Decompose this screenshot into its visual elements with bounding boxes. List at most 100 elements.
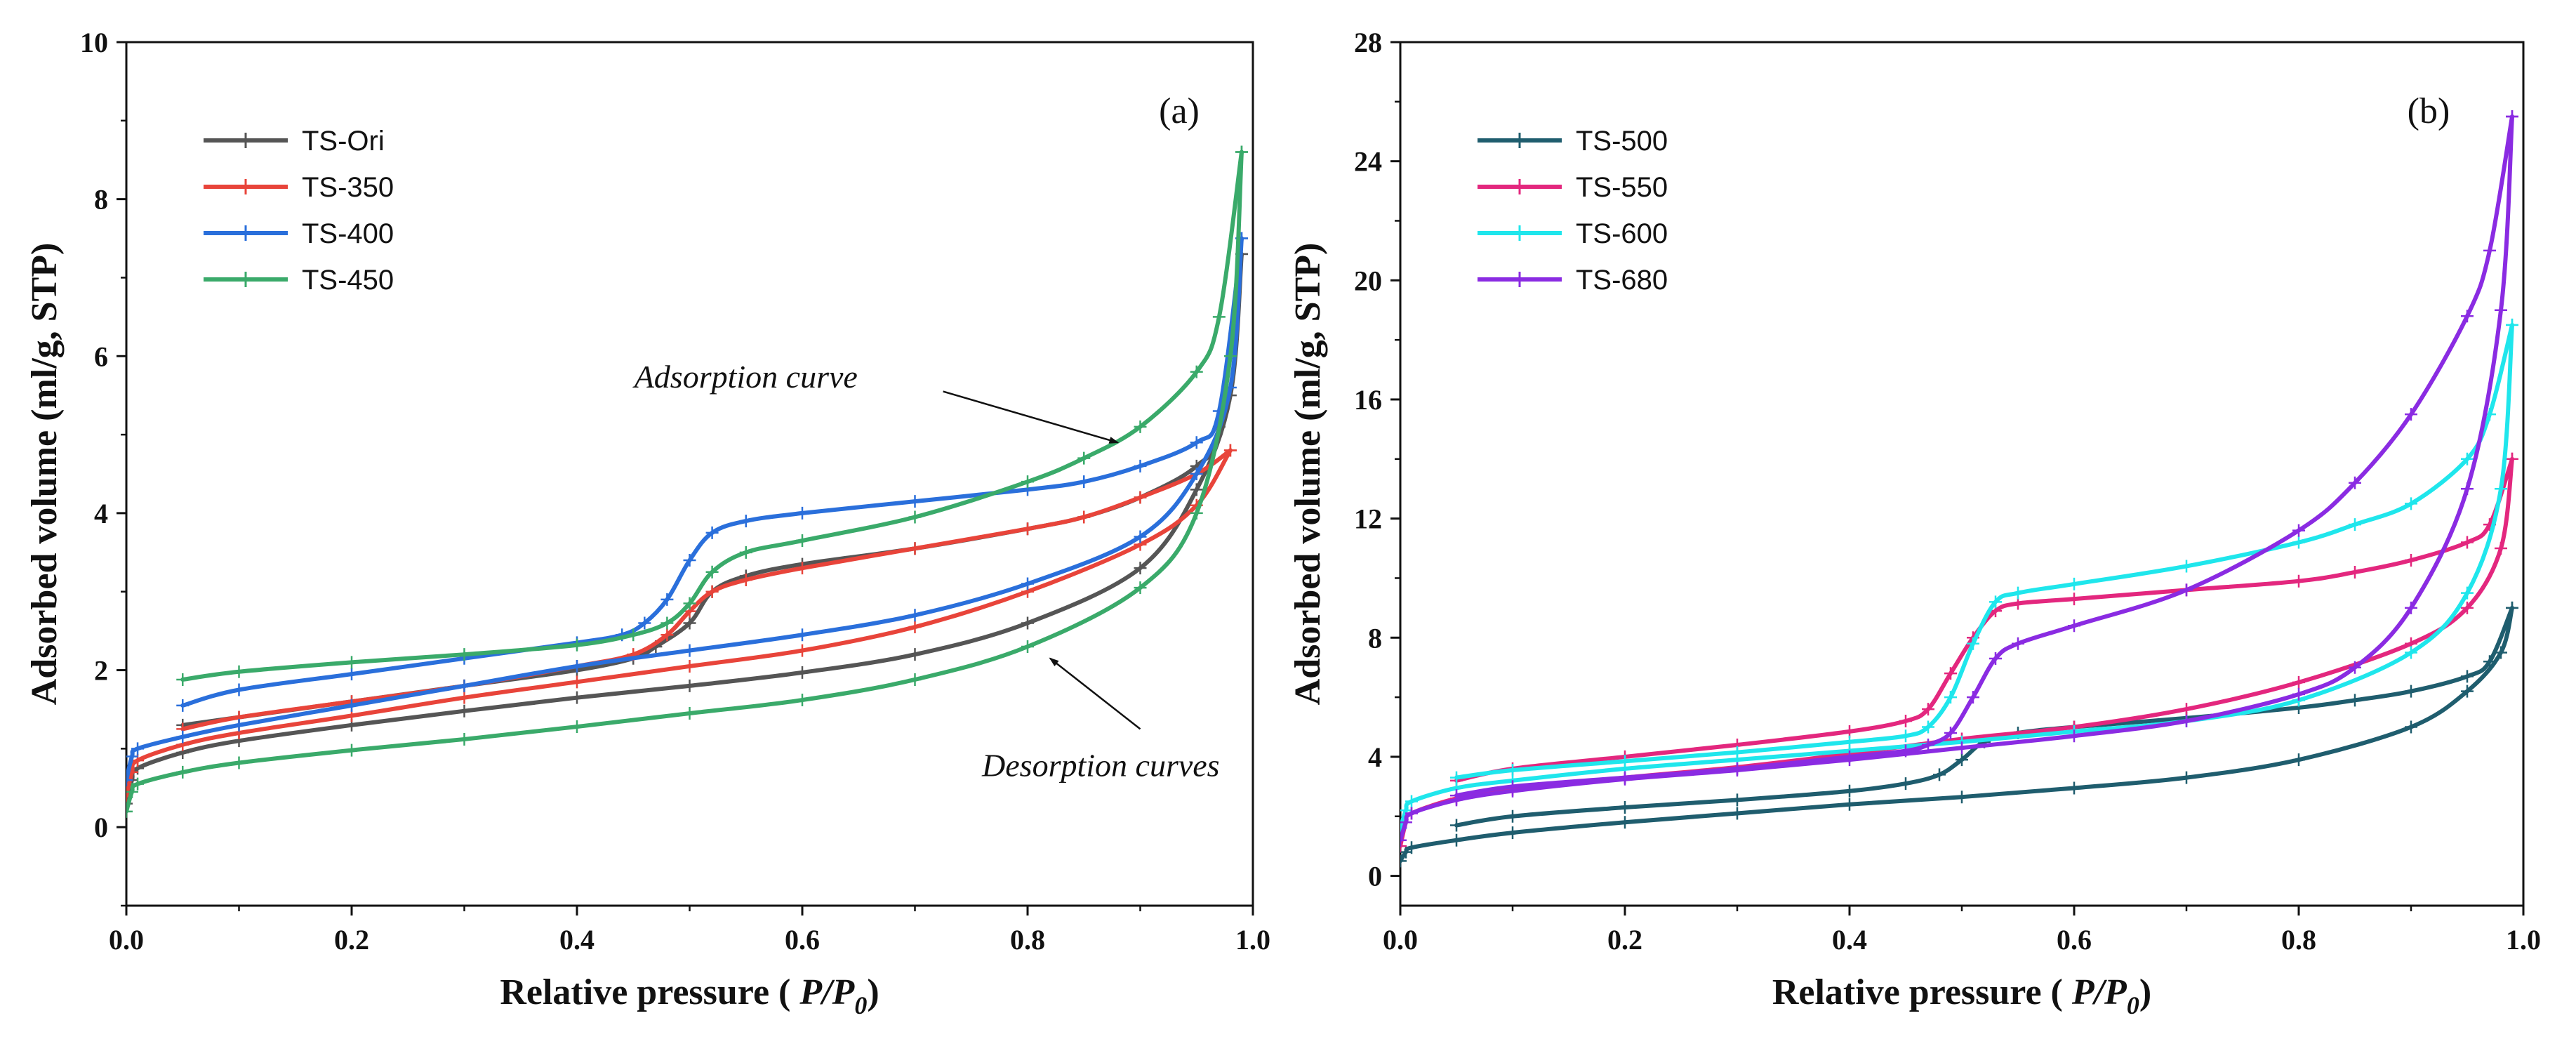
data-point-ts-500 [1843,798,1856,811]
x-tick-label: 0.8 [1010,924,1045,956]
data-point-ts-550 [2506,452,2518,465]
data-point-ts-600 [1967,637,1979,650]
data-point-ts-350 [796,644,809,657]
data-point-ts-500 [2292,753,2305,767]
y-tick-label: 16 [1354,384,1382,416]
data-point-ts-350 [908,621,922,634]
data-point-ts-680 [1989,652,2002,665]
data-point-ts-600 [1899,729,1912,743]
data-point-ts-350 [796,562,809,575]
data-point-ts-ori [908,648,922,661]
x-tick-label: 0.6 [2057,924,2092,956]
y-axis-title: Adsorbed volume (ml/g, STP) [25,243,65,706]
x-tick-label: 0.0 [109,924,144,956]
legend-marker-ts-400 [238,225,253,241]
data-point-ts-450 [232,665,246,678]
data-point-ts-ori [796,666,809,679]
data-point-ts-550 [2461,601,2474,614]
data-point-ts-450 [1212,310,1226,324]
data-point-ts-ori [571,691,583,704]
legend-label-ts-400: TS-400 [302,218,394,249]
data-point-ts-400 [345,668,358,681]
data-point-ts-550 [1899,715,1912,728]
data-point-ts-680 [2506,110,2518,124]
data-point-ts-600 [1843,735,1856,748]
data-point-ts-450 [908,510,922,524]
data-point-ts-680 [2349,661,2361,674]
data-point-ts-680 [1450,789,1463,802]
data-point-ts-450 [1235,145,1248,159]
data-point-ts-680 [1400,816,1412,829]
x-tick-label: 0.4 [559,924,595,956]
data-point-ts-400 [660,593,674,606]
data-point-ts-500 [2461,670,2474,683]
legend: TS-500 TS-550 TS-600 TS-680 [1478,126,1668,296]
data-point-ts-450 [176,673,190,686]
annotations: Adsorption curve Desorption curves [632,359,1220,784]
data-point-ts-450 [1223,350,1237,363]
y-tick-label: 8 [94,184,108,216]
series-line-ts-ori-adsorption [126,251,1244,806]
data-point-ts-450 [1134,581,1147,595]
data-point-ts-450 [683,707,696,720]
data-point-ts-600 [2405,646,2417,659]
data-point-ts-550 [2495,542,2507,555]
data-point-ts-680 [1506,780,1519,793]
y-tick-label: 0 [94,812,108,843]
data-point-ts-550 [2292,574,2305,588]
data-point-ts-600 [2461,586,2474,600]
data-point-ts-500 [1731,793,1744,807]
data-point-ts-680 [2292,687,2305,701]
data-point-ts-400 [796,628,809,642]
data-point-ts-450 [458,648,471,661]
data-point-ts-450 [1021,640,1034,653]
legend-marker-ts-450 [238,272,253,287]
data-point-ts-450 [627,628,640,642]
data-point-ts-400 [458,679,471,692]
data-point-ts-450 [683,597,696,610]
chart-panel-a: 0.0 0.2 0.4 0.6 0.8 1.0 0 2 4 6 8 10 Relative pressu… [25,27,1270,1019]
data-point-ts-680 [2405,601,2417,614]
legend-marker-ts-550 [1512,179,1527,194]
data-point-ts-350 [458,691,471,704]
x-tick-label: 0.2 [1607,924,1642,956]
data-point-ts-350 [683,659,696,673]
data-point-ts-680 [2012,637,2024,650]
data-point-ts-500 [1450,833,1463,847]
data-point-ts-500 [2483,655,2496,668]
data-point-ts-450 [571,720,583,734]
data-point-ts-450 [126,805,133,818]
x-tick-label: 1.0 [2506,924,2541,956]
data-point-ts-450 [1021,475,1034,489]
data-point-ts-680 [1843,750,1856,763]
legend-label-ts-680: TS-680 [1576,265,1668,296]
y-tick-label: 2 [94,655,108,687]
data-point-ts-680 [1619,771,1631,784]
data-point-ts-600 [2495,482,2507,496]
legend-marker-ts-680 [1512,272,1527,287]
data-point-ts-400 [131,742,145,755]
data-point-ts-680 [1400,833,1407,847]
data-point-ts-ori [1021,616,1034,630]
data-point-ts-680 [1731,762,1744,775]
data-point-ts-500 [2180,771,2193,784]
x-tick-label: 0.8 [2281,924,2316,956]
data-point-ts-400 [739,515,752,528]
legend-label-ts-350: TS-350 [302,172,394,203]
data-point-ts-500 [2461,685,2474,698]
series-line-ts-680-desorption [1454,114,2514,798]
data-point-ts-350 [1134,491,1147,504]
y-tick-label: 8 [1368,622,1382,654]
series-line-ts-680-adsorption [1400,114,2514,842]
data-point-ts-400 [683,554,696,567]
data-point-ts-450 [232,756,246,769]
annotation-arrow-desorption [1049,657,1141,730]
panel-label: (b) [2408,91,2450,131]
data-point-ts-600 [1405,795,1418,808]
y-tick-label: 28 [1354,27,1382,58]
data-point-ts-550 [2180,703,2193,716]
data-point-ts-500 [1933,768,1946,781]
data-point-ts-600 [1506,764,1519,777]
data-point-ts-500 [1956,753,1968,767]
annotation-desorption: Desorption curves [981,748,1220,784]
